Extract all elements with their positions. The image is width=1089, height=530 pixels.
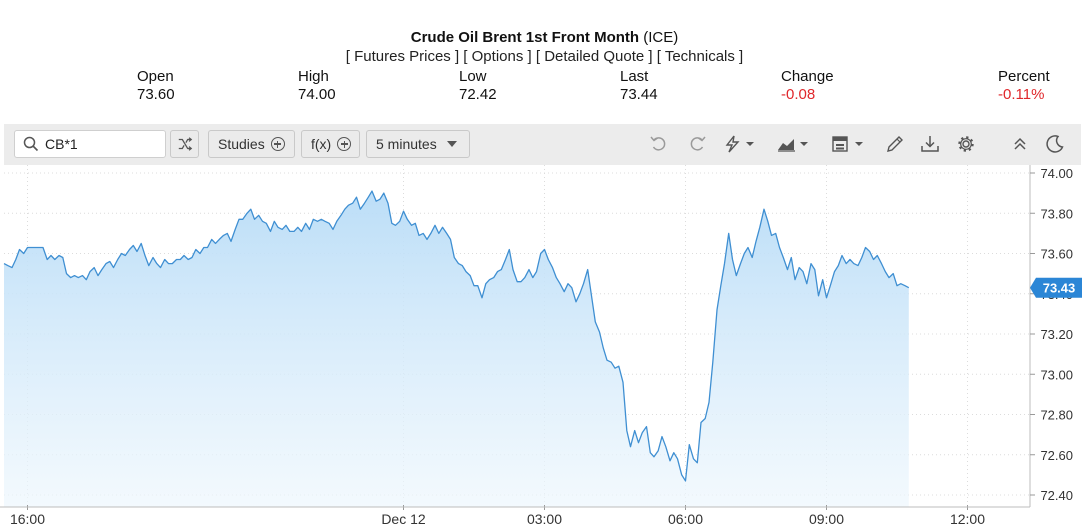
compare-button[interactable] [170,130,199,158]
last-price-label: 73.43 [1043,281,1076,296]
quote-low: Low 72.42 [459,68,497,104]
interval-select[interactable]: 5 minutes [366,130,470,158]
shuffle-icon [178,137,192,151]
dark-mode-icon[interactable] [1044,133,1066,155]
plus-circle-icon [270,137,285,151]
quote-last: Last 73.44 [620,68,658,104]
quote-label: Last [620,68,649,85]
quote-change: Change -0.08 [781,68,834,104]
quote-value: 72.42 [459,86,497,103]
y-tick-label: 73.20 [1040,327,1073,342]
link-technicals[interactable]: Technicals [664,48,735,65]
x-tick-label: 09:00 [809,511,844,527]
link-options[interactable]: Options [471,48,524,65]
pencil-icon[interactable] [884,133,906,155]
exchange-label: (ICE) [643,29,679,46]
studies-label: Studies [218,136,265,152]
chart-type-icon[interactable] [776,133,816,155]
redo-icon[interactable] [686,133,708,155]
quote-label: Percent [998,68,1050,85]
y-tick-label: 73.00 [1040,367,1073,382]
y-tick-label: 73.60 [1040,247,1073,262]
quote-value: 74.00 [298,86,336,103]
price-line [3,190,910,482]
price-area [4,191,909,507]
search-icon [23,136,39,152]
x-tick-label: 03:00 [527,511,562,527]
quote-label: Open [137,68,174,85]
symbol-search[interactable] [14,130,166,158]
y-tick-label: 73.80 [1040,206,1073,221]
quote-label: High [298,68,329,85]
quote-label: Low [459,68,487,85]
quote-value: 73.44 [620,86,658,103]
x-tick-label: 16:00 [10,511,45,527]
y-tick-label: 74.00 [1040,166,1073,181]
quote-value: 73.60 [137,86,175,103]
y-tick-label: 72.80 [1040,408,1073,423]
price-chart[interactable]: 74.0073.8073.6073.4073.2073.0072.8072.60… [0,165,1089,530]
function-button[interactable]: f(x) [301,130,360,158]
layout-icon[interactable] [831,133,871,155]
link-futures-prices[interactable]: Futures Prices [354,48,451,65]
x-tick-label: 06:00 [668,511,703,527]
last-price-badge [1030,277,1082,298]
y-tick-label: 72.60 [1040,448,1073,463]
interval-label: 5 minutes [376,136,437,152]
quote-value: -0.11% [998,86,1045,103]
x-tick-label: Dec 12 [381,511,426,527]
undo-icon[interactable] [648,133,670,155]
y-tick-label: 72.40 [1040,488,1073,503]
lightning-icon[interactable] [722,133,760,155]
chevron-down-icon [446,141,457,147]
chart-canvas[interactable]: 74.0073.8073.6073.4073.2073.0072.8072.60… [0,165,1089,530]
quote-value: -0.08 [781,86,816,103]
chart-toolbar: Studies f(x) 5 minutes [4,124,1081,165]
function-label: f(x) [311,136,332,152]
download-icon[interactable] [919,133,941,155]
quote-percent: Percent -0.11% [998,68,1050,104]
symbol-input[interactable] [40,136,155,152]
x-tick-label: 12:00 [950,511,985,527]
plus-circle-icon [337,137,352,151]
quote-links: [ Futures Prices ] [ Options ] [ Detaile… [345,48,744,65]
quote-open: Open 73.60 [137,68,175,104]
collapse-icon[interactable] [1009,133,1031,155]
quote-high: High 74.00 [298,68,336,104]
studies-button[interactable]: Studies [208,130,295,158]
quote-label: Change [781,68,834,85]
settings-icon[interactable] [955,133,977,155]
quote-header: Crude Oil Brent 1st Front Month (ICE) [ … [0,28,1089,66]
link-detailed-quote[interactable]: Detailed Quote [544,48,645,65]
instrument-name: Crude Oil Brent 1st Front Month [410,29,640,46]
instrument-title: Crude Oil Brent 1st Front Month (ICE) [0,28,1089,47]
